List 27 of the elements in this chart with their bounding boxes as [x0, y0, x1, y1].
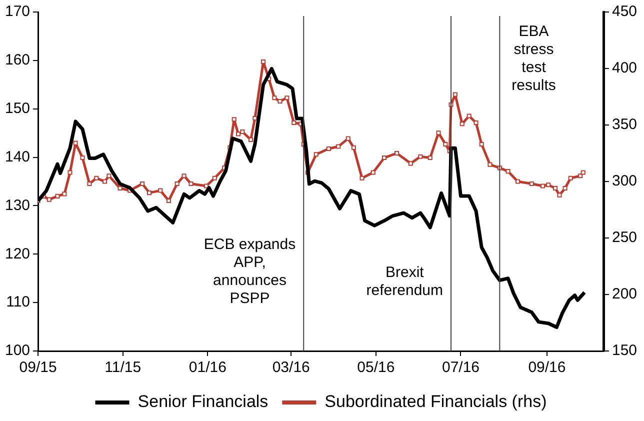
y-tick-label: 150 [4, 100, 30, 117]
y-tick-label: 120 [4, 245, 30, 262]
y2-tick-label: 350 [612, 116, 638, 134]
x-tick-label: 01/16 [188, 359, 226, 376]
y-tick-label: 140 [4, 148, 30, 166]
y2-tick-label: 250 [612, 229, 638, 246]
ref-line-label: ECB expands APP, announces PSPP [204, 236, 296, 308]
y-tick-label: 110 [6, 294, 30, 311]
ref-line-label: EBA stress test results [512, 23, 556, 94]
legend-label: Senior Financials [138, 392, 268, 412]
y-tick-label: 100 [4, 342, 30, 360]
y2-tick-label: 200 [612, 286, 638, 303]
x-tick-label: 11/15 [104, 359, 142, 376]
x-tick-label: 07/16 [442, 359, 480, 376]
y2-tick-label: 150 [612, 342, 638, 360]
x-tick-label: 05/16 [357, 359, 395, 376]
legend-label: Subordinated Financials (rhs) [324, 392, 547, 412]
x-tick-label: 09/16 [528, 359, 566, 376]
y2-tick-label: 450 [612, 3, 638, 20]
x-tick-label: 09/15 [19, 359, 57, 376]
y-tick-label: 130 [4, 196, 30, 214]
ref-line-label: Brexit referendum [366, 264, 444, 300]
y2-tick-label: 400 [612, 60, 638, 77]
y-tick-label: 160 [4, 52, 30, 69]
y2-tick-label: 300 [612, 172, 638, 190]
y-tick-label: 170 [4, 3, 30, 20]
x-tick-label: 03/16 [272, 359, 310, 376]
